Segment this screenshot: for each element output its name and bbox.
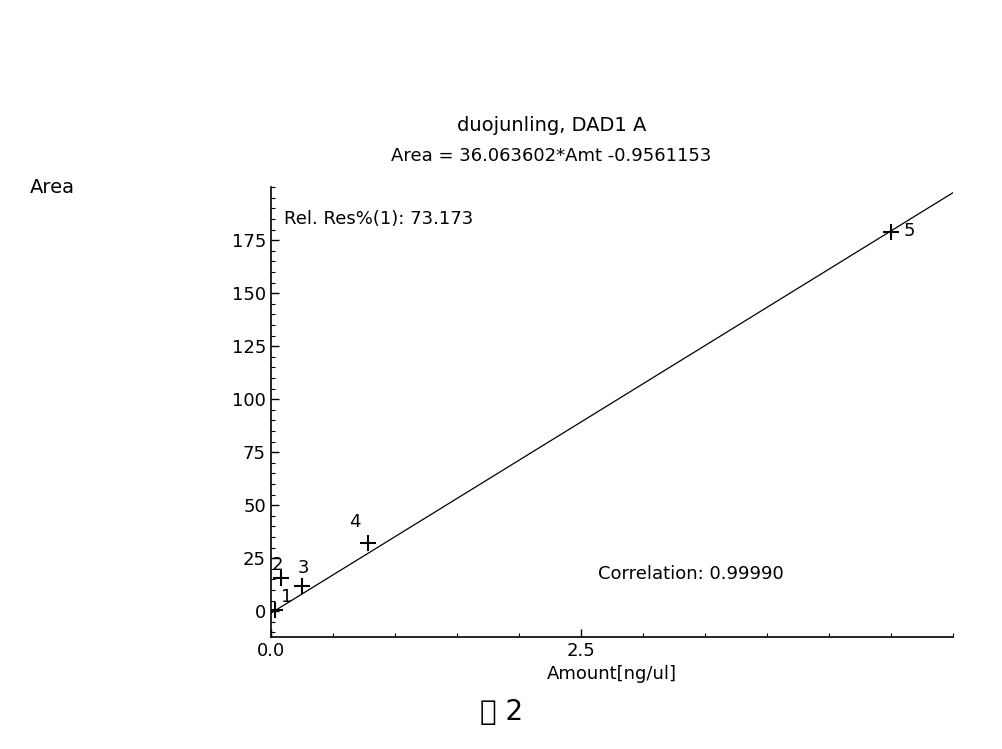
Text: Rel. Res%(1): 73.173: Rel. Res%(1): 73.173 bbox=[285, 210, 473, 228]
Text: 1: 1 bbox=[281, 588, 292, 606]
X-axis label: Amount[ng/ul]: Amount[ng/ul] bbox=[546, 665, 676, 683]
Text: 3: 3 bbox=[298, 560, 310, 577]
Text: 5: 5 bbox=[903, 222, 914, 240]
Text: duojunling, DAD1 A: duojunling, DAD1 A bbox=[457, 116, 645, 135]
Text: 4: 4 bbox=[349, 512, 360, 530]
Text: Area = 36.063602*Amt -0.9561153: Area = 36.063602*Amt -0.9561153 bbox=[391, 147, 711, 165]
Text: Area: Area bbox=[30, 178, 75, 197]
Text: 图 2: 图 2 bbox=[480, 697, 522, 726]
Text: Correlation: 0.99990: Correlation: 0.99990 bbox=[597, 565, 784, 583]
Text: 2: 2 bbox=[272, 556, 284, 574]
